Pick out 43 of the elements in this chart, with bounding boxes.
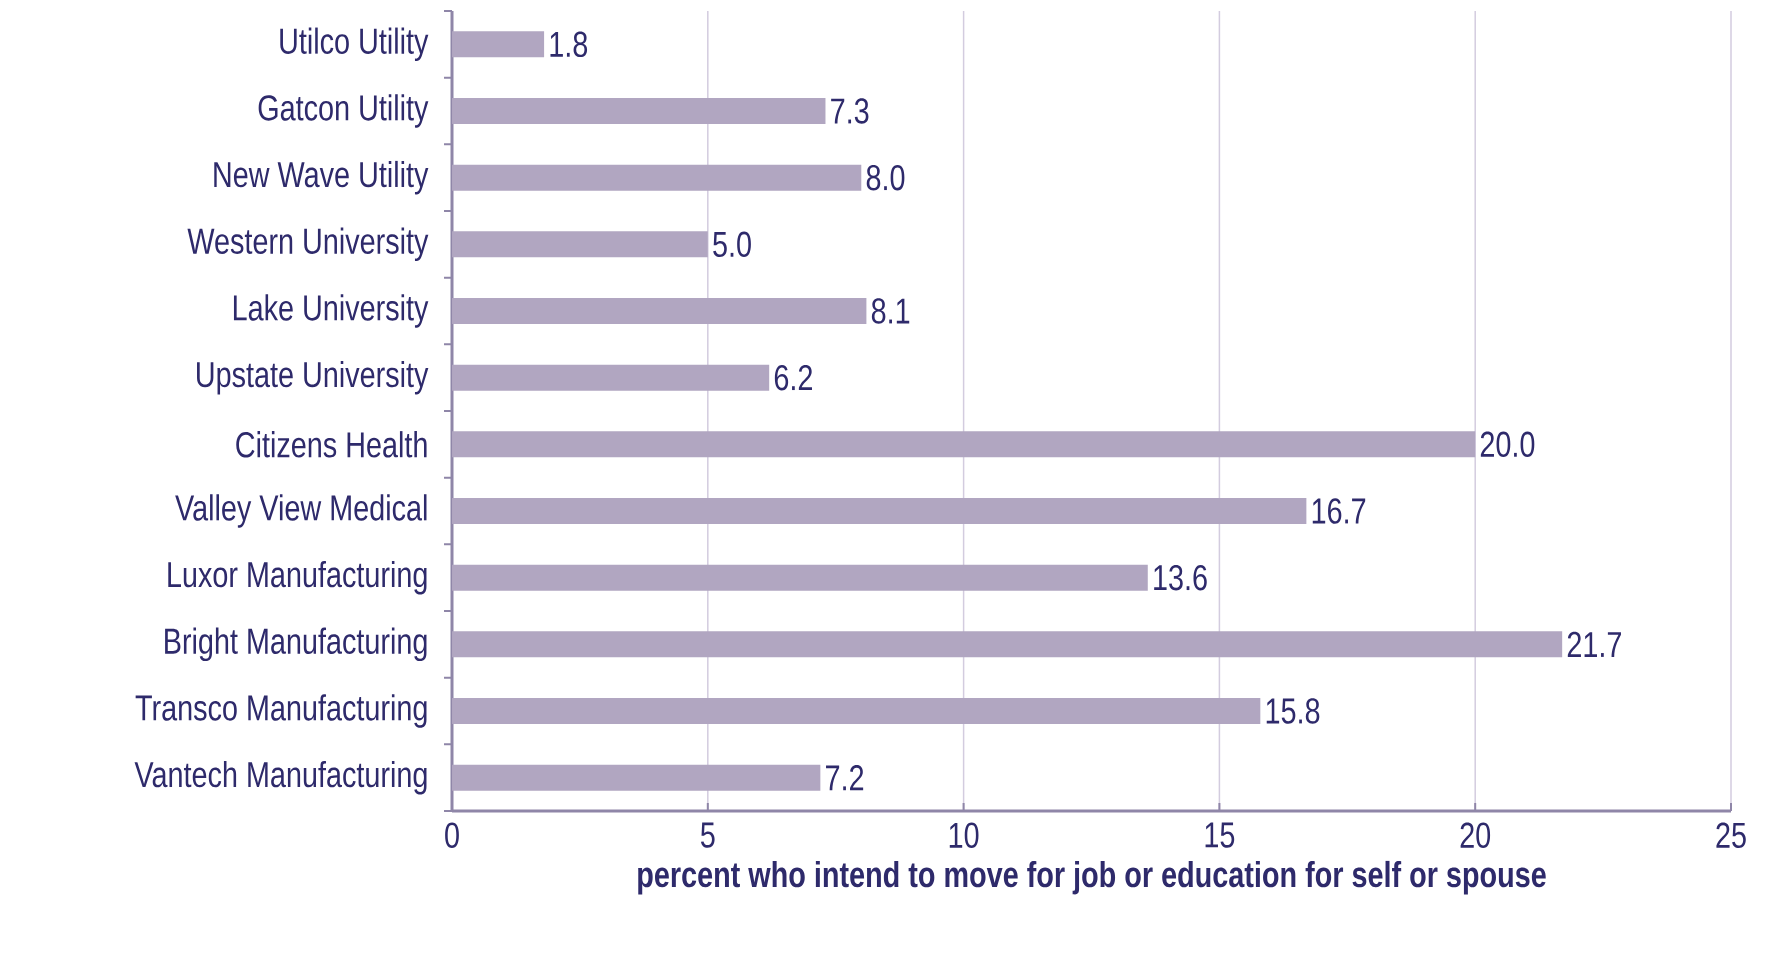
y-tick-label: Western University: [187, 227, 429, 262]
data-label: 8.0: [866, 164, 905, 191]
y-tick-label: Bright Manufacturing: [165, 627, 427, 662]
data-label: 5.0: [713, 231, 751, 258]
y-tick-label: New Wave Utility: [214, 160, 429, 195]
y-tick-label: Vantech Manufacturing: [134, 760, 427, 795]
bar: [452, 164, 862, 191]
y-tick-label: Luxor Manufacturing: [168, 560, 427, 595]
x-tick-label: 5: [700, 822, 715, 848]
data-label: 20.0: [1480, 431, 1535, 458]
bar: [452, 698, 1261, 724]
x-tick-label: 15: [1205, 822, 1235, 848]
data-label: 7.2: [826, 765, 864, 791]
bar: [452, 431, 1476, 458]
bar: [452, 764, 821, 791]
data-label: 13.6: [1154, 564, 1207, 591]
data-label: 16.7: [1312, 498, 1366, 524]
x-tick-label: 0: [445, 822, 459, 849]
y-tick-label: Utilco Utility: [280, 27, 429, 62]
bar: [452, 231, 708, 258]
data-label: 7.3: [831, 98, 869, 124]
y-tick-label: Transco Manufacturing: [135, 694, 427, 728]
data-label: 15.8: [1266, 698, 1320, 724]
bar: [452, 497, 1307, 524]
data-label: 1.8: [550, 31, 588, 58]
y-tick-label: Upstate University: [197, 360, 429, 395]
bar: [452, 631, 1563, 658]
y-tick-label: Gatcon Utility: [258, 94, 429, 128]
y-tick-label: Valley View Medical: [175, 494, 427, 528]
data-label: 6.2: [774, 364, 812, 391]
y-tick-label: Lake University: [233, 294, 429, 328]
bar: [452, 364, 770, 391]
bar: [452, 98, 826, 124]
y-tick-label: Citizens Health: [236, 431, 427, 458]
bar: [452, 298, 867, 324]
data-label: 8.1: [871, 298, 910, 324]
x-tick-label: 20: [1460, 822, 1491, 849]
x-tick-label: 25: [1716, 822, 1746, 849]
x-axis-title: percent who intend to move for job or education for self or spouse: [638, 860, 1546, 895]
bar: [452, 31, 545, 58]
x-tick-label: 10: [949, 822, 979, 849]
data-label: 21.7: [1567, 631, 1621, 657]
bar: [452, 564, 1148, 591]
